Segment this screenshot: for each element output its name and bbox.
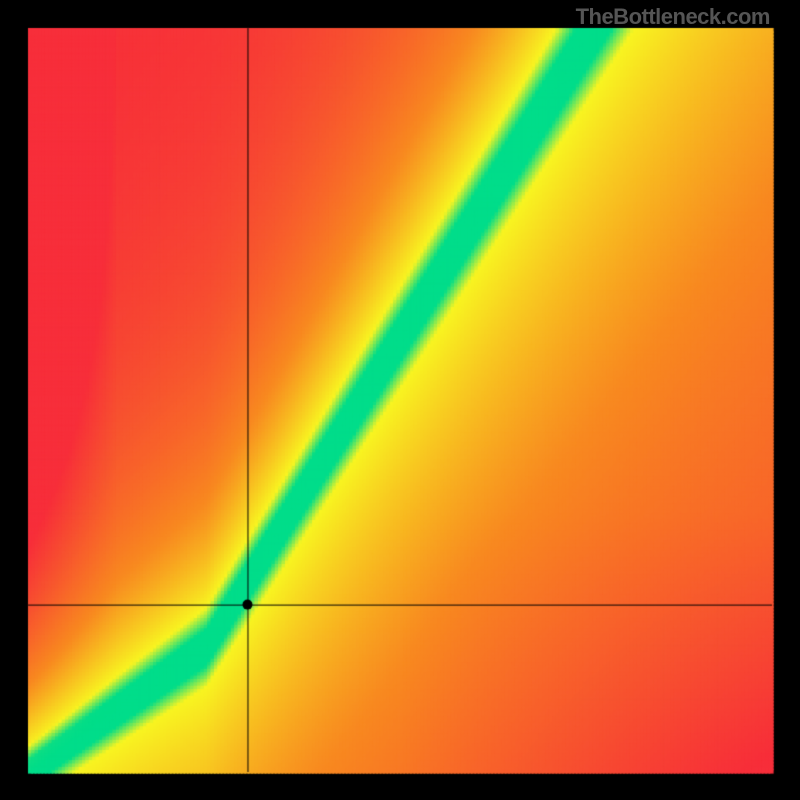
watermark-text: TheBottleneck.com (576, 4, 770, 30)
crosshair-overlay (0, 0, 800, 800)
chart-container: TheBottleneck.com (0, 0, 800, 800)
